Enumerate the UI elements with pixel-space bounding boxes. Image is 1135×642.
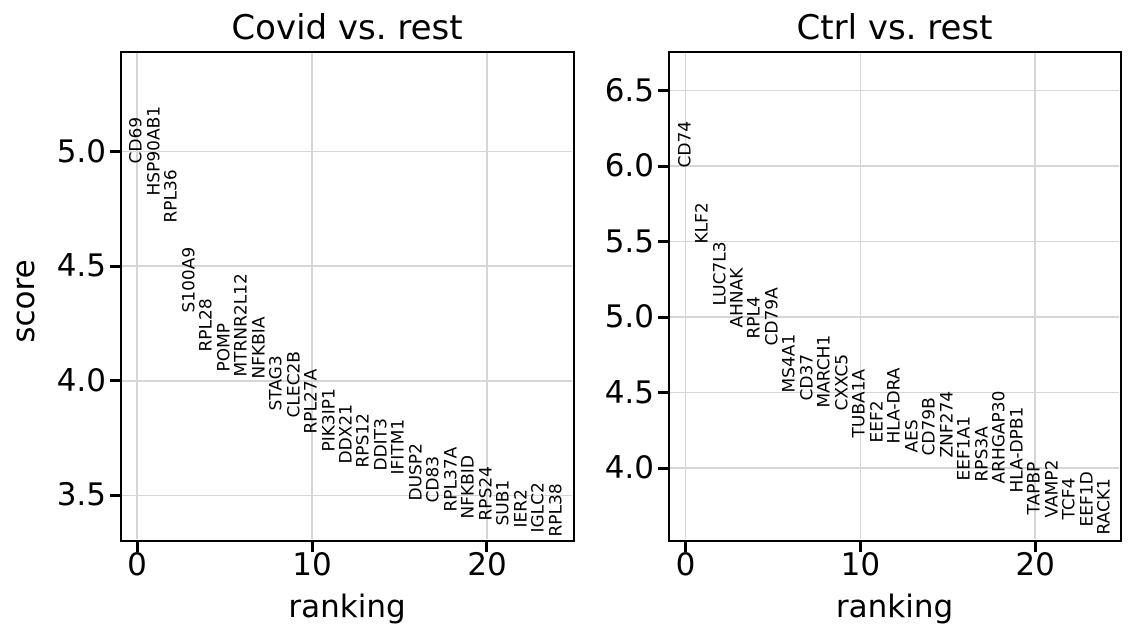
y-tick-covid — [109, 150, 120, 154]
y-tick-covid — [109, 264, 120, 268]
chart-title-ctrl: Ctrl vs. rest — [796, 8, 993, 48]
y-tick-label-ctrl: 5.5 — [604, 223, 654, 260]
y-gridline-ctrl — [670, 240, 1119, 243]
y-tick-covid — [109, 379, 120, 383]
y-tick-label-ctrl: 4.0 — [604, 450, 654, 487]
y-gridline-ctrl — [670, 391, 1119, 394]
x-tick-label-ctrl: 10 — [840, 547, 881, 583]
y-tick-covid — [109, 493, 120, 497]
y-tick-label-ctrl: 5.0 — [604, 299, 654, 336]
x-tick-covid — [485, 541, 489, 552]
x-gridline-covid — [486, 53, 488, 539]
y-gridline-ctrl — [670, 467, 1119, 469]
y-tick-label-covid: 4.5 — [56, 248, 106, 285]
x-gridline-covid — [136, 53, 138, 539]
y-tick-ctrl — [657, 89, 668, 93]
y-tick-label-covid: 4.0 — [56, 362, 106, 399]
y-tick-ctrl — [657, 466, 668, 470]
y-gridline-covid — [122, 150, 572, 153]
x-axis-label-ranking-ctrl: ranking — [835, 589, 954, 625]
y-gridline-ctrl — [670, 316, 1119, 318]
y-gridline-ctrl — [670, 165, 1119, 167]
y-tick-ctrl — [657, 164, 668, 168]
x-tick-ctrl — [1033, 541, 1037, 552]
y-tick-ctrl — [657, 391, 668, 395]
x-gridline-covid — [311, 53, 313, 539]
plot-frame-covid — [120, 51, 575, 542]
y-tick-label-covid: 5.0 — [56, 133, 106, 170]
y-gridline-covid — [122, 494, 572, 497]
x-tick-label-covid: 10 — [292, 547, 332, 583]
y-tick-label-ctrl: 6.5 — [604, 72, 654, 109]
x-tick-covid — [310, 541, 314, 552]
y-gridline-ctrl — [670, 89, 1119, 92]
y-tick-ctrl — [657, 315, 668, 319]
x-tick-ctrl — [858, 541, 862, 552]
plot-frame-ctrl — [668, 51, 1122, 542]
y-gridline-covid — [122, 380, 572, 382]
y-tick-ctrl — [657, 240, 668, 244]
y-tick-label-ctrl: 6.0 — [604, 148, 654, 185]
x-axis-label-ranking-covid: ranking — [288, 589, 406, 625]
x-tick-label-ctrl: 0 — [675, 547, 696, 583]
x-tick-label-ctrl: 20 — [1015, 547, 1055, 583]
x-gridline-ctrl — [684, 53, 687, 539]
x-gridline-ctrl — [1034, 53, 1036, 539]
x-tick-label-covid: 20 — [467, 547, 507, 583]
y-tick-label-covid: 3.5 — [56, 477, 106, 514]
chart-title-covid: Covid vs. rest — [231, 8, 463, 48]
y-gridline-covid — [122, 265, 572, 267]
y-tick-label-ctrl: 4.5 — [604, 374, 654, 411]
x-tick-label-covid: 0 — [127, 547, 147, 583]
x-tick-ctrl — [684, 541, 688, 552]
x-tick-covid — [135, 541, 139, 552]
x-gridline-ctrl — [859, 53, 862, 539]
